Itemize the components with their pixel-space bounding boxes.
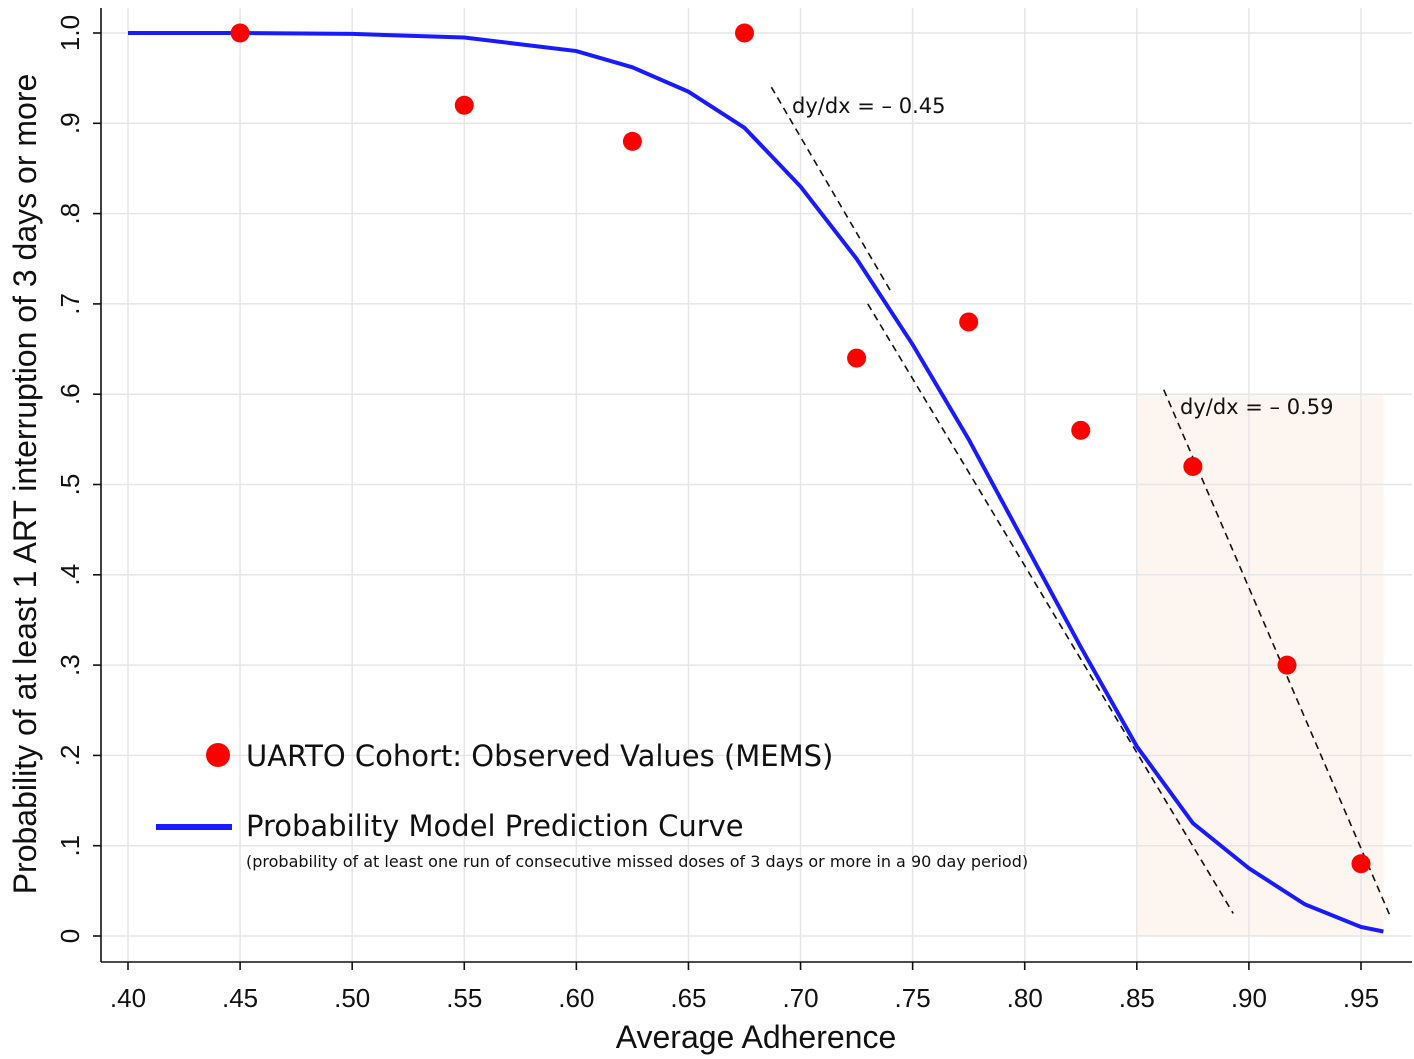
y-tick-label: 1.0 [55, 15, 85, 51]
y-tick-labels: 0 .1 .2 .3 .4 .5 .6 .7 .8 .9 1.0 [55, 15, 85, 943]
y-tick-label: .9 [55, 112, 85, 134]
observed-point [1183, 456, 1203, 476]
x-tick-label: .80 [1007, 983, 1043, 1013]
legend: UARTO Cohort: Observed Values (MEMS) Pro… [156, 739, 1028, 871]
observed-point [230, 23, 250, 43]
y-tick-label: .4 [55, 564, 85, 586]
tangent-line-2 [867, 303, 1234, 914]
observed-point [959, 312, 979, 332]
legend-label-curve: Probability Model Prediction Curve [246, 809, 744, 843]
observed-points [230, 23, 1371, 874]
y-tick-label: 0 [55, 929, 85, 943]
x-tick-label: .45 [222, 983, 258, 1013]
y-tick-label: .6 [55, 383, 85, 405]
x-tick-label: .95 [1343, 983, 1379, 1013]
x-axis-title: Average Adherence [616, 1019, 897, 1055]
x-tick-label: .60 [558, 983, 594, 1013]
gridlines [101, 8, 1412, 962]
observed-point [1277, 655, 1297, 675]
x-tick-label: .55 [446, 983, 482, 1013]
y-tick-label: .3 [55, 654, 85, 676]
y-tick-label: .5 [55, 474, 85, 496]
x-tick-label: .70 [782, 983, 818, 1013]
x-tick-label: .50 [334, 983, 370, 1013]
observed-point [1071, 420, 1091, 440]
tangent-line-1 [770, 86, 891, 291]
legend-note-curve: (probability of at least one run of cons… [246, 852, 1028, 871]
observed-point [1351, 854, 1371, 874]
x-tick-label: .85 [1119, 983, 1155, 1013]
axes [93, 8, 1412, 970]
x-tick-labels: .40 .45 .50 .55 .60 .65 .70 .75 .80 .85 .90 .95 [110, 983, 1379, 1013]
y-tick-label: .1 [55, 835, 85, 857]
tangent-lines [770, 86, 1391, 917]
legend-label-observed: UARTO Cohort: Observed Values (MEMS) [246, 739, 833, 773]
tangent-label-2: dy/dx = – 0.59 [1180, 395, 1333, 419]
observed-point [847, 348, 867, 368]
y-tick-label: .8 [55, 203, 85, 225]
x-tick-label: .65 [670, 983, 706, 1013]
observed-point [454, 95, 474, 115]
x-tick-label: .90 [1231, 983, 1267, 1013]
prediction-curve [128, 31, 1384, 934]
observed-point [622, 131, 642, 151]
legend-marker-observed [206, 743, 230, 767]
tangent-label-1: dy/dx = – 0.45 [792, 94, 945, 118]
x-tick-label: .75 [895, 983, 931, 1013]
x-tick-label: .40 [110, 983, 146, 1013]
observed-point [735, 23, 754, 43]
y-axis-title: Probability of at least 1 ART interrupti… [7, 74, 43, 895]
y-tick-label: .7 [55, 293, 85, 315]
y-tick-label: .2 [55, 745, 85, 767]
